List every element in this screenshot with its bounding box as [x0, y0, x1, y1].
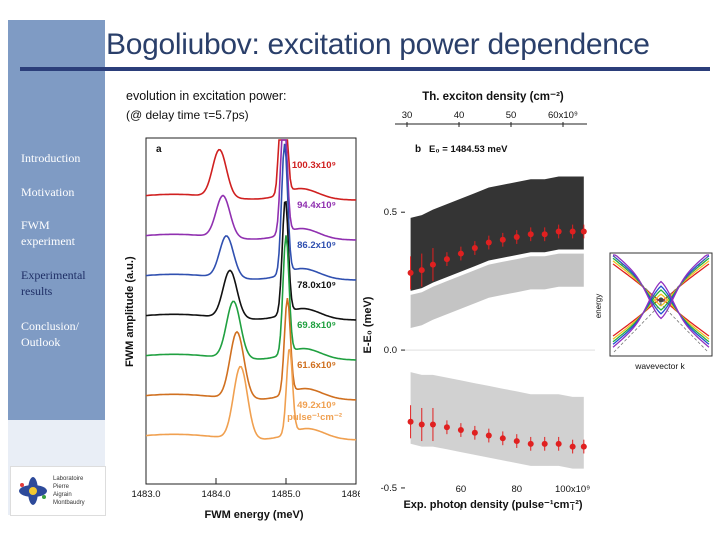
upper-branch-point: [555, 228, 562, 235]
top-tick-label: 60x10⁹: [548, 110, 578, 121]
lower-branch-point: [429, 421, 436, 428]
institution-logo: Laboratoire Pierre Aigrain Montbaudry: [10, 466, 106, 516]
upper-intensity-band: [410, 176, 584, 291]
spectrum-line: [145, 297, 357, 401]
x-tick-label: 1485.0: [271, 489, 300, 500]
fwm-spectra-chart: 100.3x10⁹ 94.4x10⁹ 86.2x10⁹ 78.0x10⁹ 69.8x10…: [124, 137, 360, 521]
title-divider: [20, 67, 710, 71]
y-axis-label: FWM amplitude (a.u.): [124, 256, 136, 367]
upper-branch-point: [485, 239, 492, 246]
spectrum-line: [145, 200, 356, 321]
lower-branch-point: [418, 421, 425, 428]
logo-text-line: Laboratoire: [53, 476, 84, 482]
series-label: 100.3x10⁹: [292, 160, 336, 171]
dispersion-branch: [612, 285, 710, 345]
upper-branch-point: [580, 228, 587, 235]
upper-branch-point: [418, 267, 425, 274]
series-label: pulse⁻¹cm⁻²: [287, 412, 342, 423]
upper-branch-point: [457, 250, 464, 257]
y-tick-label: -0.5: [381, 483, 397, 494]
series-label: 49.2x10⁹: [297, 400, 336, 411]
lower-branch-point: [569, 443, 576, 450]
lower-branch-point: [541, 440, 548, 447]
spectrum-line: [145, 348, 357, 441]
series-label: 78.0x10⁹: [297, 280, 336, 291]
dispersion-branch: [612, 293, 710, 340]
x-tick-label: 80: [511, 484, 522, 495]
lower-branch-point: [580, 443, 587, 450]
top-tick-label: 50: [506, 110, 517, 121]
lower-branch-point: [499, 435, 506, 442]
sketch-y-label: energy: [594, 294, 603, 318]
crossing-point: [658, 297, 664, 303]
sidebar-item-motivation[interactable]: Motivation: [21, 185, 75, 199]
x-tick-label: 1483.0: [131, 489, 160, 500]
upper-branch-point: [443, 256, 450, 263]
upper-branch-point: [407, 269, 414, 276]
sketch-x-label: wavevector k: [634, 361, 685, 371]
lower-branch-point: [513, 438, 520, 445]
logo-emblem: [19, 477, 47, 505]
panel-label-a: a: [156, 144, 162, 155]
e0-annotation: E₀ = 1484.53 meV: [429, 144, 508, 155]
series-label: 94.4x10⁹: [297, 200, 336, 211]
upper-branch-point: [541, 231, 548, 238]
upper-branch-point: [471, 245, 478, 252]
x-tick-label: 1486.0: [341, 489, 360, 500]
upper-branch-point: [429, 261, 436, 268]
y-tick-label: 0.0: [384, 345, 397, 356]
upper-branch-point: [527, 231, 534, 238]
lower-branch-point: [527, 440, 534, 447]
logo-text-line: Pierre: [53, 484, 70, 490]
series-label: 69.8x10⁹: [297, 320, 336, 331]
lower-branch-point: [471, 429, 478, 436]
series-label: 86.2x10⁹: [297, 240, 336, 251]
x-axis-label: Exp. photon density (pulse⁻¹cm⁻²): [403, 499, 582, 511]
spectrum-line: [145, 139, 356, 201]
dispersion-branch: [612, 260, 710, 307]
dispersion-branch: [612, 280, 710, 348]
lower-branch-point: [555, 440, 562, 447]
slide-subtitle-note: (@ delay time τ=5.7ps): [126, 108, 249, 122]
sidebar-item-fwm-experiment[interactable]: FWM experiment: [21, 218, 75, 248]
x-tick-label: 60: [456, 484, 467, 495]
lower-branch-point: [457, 427, 464, 434]
upper-branch-point: [499, 236, 506, 243]
slide-subtitle: evolution in excitation power:: [126, 89, 287, 103]
panel-label-b: b: [415, 144, 421, 155]
dispersion-heatmap-chart: 0.5 0.0 -0.5 60 80 100x10⁹ 30 40 50 60x10⁹ Th. ex…: [362, 91, 595, 511]
slide-title: Bogoliubov: excitation power dependence: [106, 28, 650, 61]
x-axis-label: FWM energy (meV): [204, 509, 303, 521]
sidebar-item-conclusion-outlook[interactable]: Conclusion/Outlook: [21, 319, 80, 349]
upper-branch-point: [513, 234, 520, 241]
dispersion-branch: [612, 289, 710, 343]
top-tick-label: 40: [454, 110, 465, 121]
top-tick-label: 30: [402, 110, 413, 121]
upper-branch-point: [569, 228, 576, 235]
sidebar: [8, 20, 105, 420]
x-tick-label: 100x10⁹: [555, 484, 590, 495]
sidebar-item-introduction[interactable]: Introduction: [21, 151, 81, 165]
lower-branch-point: [443, 424, 450, 431]
dispersion-branch: [612, 255, 710, 315]
lower-branch-point: [407, 418, 414, 425]
logo-text-line: Montbaudry: [53, 500, 85, 506]
top-axis-label: Th. exciton density (cm⁻²): [422, 91, 564, 103]
lower-branch-point: [485, 432, 492, 439]
guide-line: [613, 255, 709, 353]
spectrum-line: [145, 143, 356, 281]
upper-intensity-shoulder: [410, 253, 584, 328]
dispersion-sketch: energy wavevector k: [594, 252, 713, 371]
dispersion-branch: [613, 254, 709, 320]
logo-text-line: Aigrain: [53, 492, 72, 498]
y-axis-label: E-E₀ (meV): [362, 296, 374, 353]
series-label: 61.6x10⁹: [297, 360, 336, 371]
y-tick-label: 0.5: [384, 207, 397, 218]
spectrum-line: [145, 139, 356, 241]
x-tick-label: 1484.0: [201, 489, 230, 500]
lower-intensity-band: [410, 372, 584, 469]
sidebar-item-experimental-results[interactable]: Experimental results: [21, 268, 86, 298]
spectrum-line: [145, 235, 356, 361]
